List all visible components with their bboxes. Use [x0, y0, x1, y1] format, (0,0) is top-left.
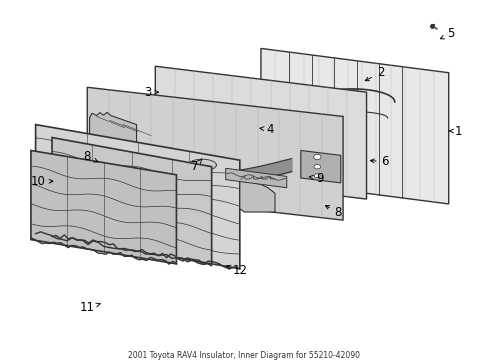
Polygon shape	[225, 168, 286, 188]
Text: 8: 8	[325, 206, 342, 219]
Circle shape	[313, 165, 320, 169]
Text: 8: 8	[83, 150, 98, 163]
Polygon shape	[155, 66, 366, 199]
Polygon shape	[87, 87, 343, 220]
Text: 3: 3	[144, 86, 158, 99]
Text: 6: 6	[369, 155, 388, 168]
Circle shape	[314, 174, 320, 178]
Circle shape	[183, 110, 192, 117]
Text: 11: 11	[80, 301, 100, 314]
Text: 2: 2	[365, 66, 384, 81]
Polygon shape	[89, 112, 136, 144]
Polygon shape	[300, 150, 340, 183]
Polygon shape	[36, 125, 239, 269]
Text: 5: 5	[440, 27, 454, 40]
Text: 10: 10	[30, 175, 53, 188]
Polygon shape	[261, 49, 448, 204]
Polygon shape	[239, 180, 274, 212]
Text: 9: 9	[308, 171, 323, 185]
Text: 4: 4	[260, 123, 273, 136]
Polygon shape	[52, 138, 211, 264]
Polygon shape	[31, 150, 176, 264]
Text: 2001 Toyota RAV4 Insulator, Inner Diagram for 55210-42090: 2001 Toyota RAV4 Insulator, Inner Diagra…	[128, 351, 360, 360]
Circle shape	[324, 156, 332, 162]
Text: 1: 1	[448, 125, 461, 138]
Polygon shape	[188, 159, 216, 171]
Text: 12: 12	[226, 264, 247, 277]
Text: 7: 7	[191, 159, 202, 173]
Circle shape	[313, 154, 320, 159]
